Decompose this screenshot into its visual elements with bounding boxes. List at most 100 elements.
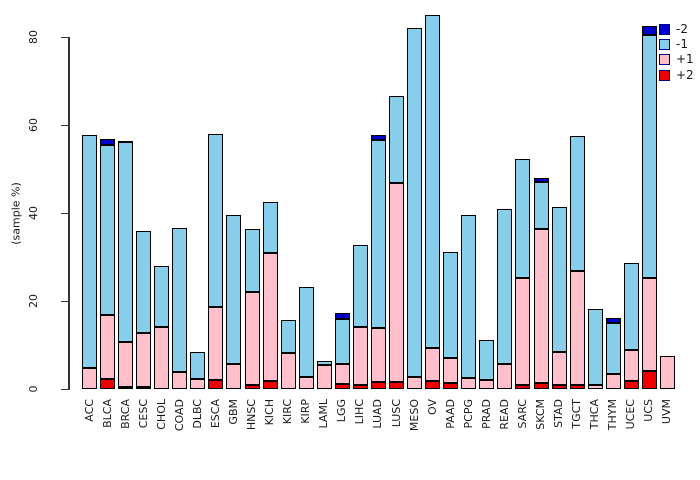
bar-segment-ACC-+1 — [82, 367, 97, 389]
bar-segment-STAD-+1 — [551, 352, 567, 386]
bar-segment-PRAD--1 — [479, 340, 495, 380]
bar-segment-CESC--1 — [136, 231, 152, 334]
x-label-ACC: ACC — [82, 399, 96, 422]
bar-segment-BRCA-+2 — [118, 386, 134, 389]
bar-segment-CHOL-+1 — [154, 326, 170, 389]
bar-segment-BRCA--1 — [118, 142, 134, 342]
bar-segment-PRAD-+1 — [479, 379, 495, 389]
x-label-PCPG: PCPG — [461, 399, 475, 429]
bar-segment-THYM-+1 — [605, 374, 621, 389]
bar-segment-HNSC-+2 — [244, 385, 260, 389]
bar-segment-LAML-+1 — [316, 365, 332, 389]
bar-segment-LGG-+1 — [334, 364, 350, 385]
bar-segment-PAAD-+1 — [443, 358, 459, 383]
bar-segment-LIHC-+1 — [352, 327, 368, 386]
bar-segment-BRCA-+1 — [118, 341, 134, 387]
y-tick — [61, 300, 69, 302]
bar-segment-SKCM-+1 — [533, 228, 549, 384]
bar-segment-LUSC-+2 — [389, 381, 405, 389]
x-label-BRCA: BRCA — [118, 399, 132, 429]
bar-segment-PCPG--1 — [461, 215, 477, 378]
legend-row-+2: +2 — [659, 67, 699, 83]
x-label-KICH: KICH — [263, 399, 277, 426]
bar-segment-OV-+1 — [425, 348, 441, 382]
bar-segment-GBM-+1 — [226, 363, 242, 389]
bar-segment-TGCT--1 — [569, 136, 585, 272]
bar-segment-PAAD--1 — [443, 252, 459, 359]
x-label-CESC: CESC — [136, 399, 150, 429]
x-label-PRAD: PRAD — [479, 399, 493, 429]
y-tick — [61, 388, 69, 390]
bar-segment-TGCT-+1 — [569, 271, 585, 385]
legend-row--2: -2 — [659, 22, 699, 37]
x-label-TGCT: TGCT — [570, 399, 584, 429]
y-tick-label: 80 — [27, 30, 40, 44]
bar-segment-KICH-+2 — [262, 381, 278, 389]
legend-label--2: -2 — [676, 22, 688, 36]
bar-segment-CESC-+1 — [136, 333, 152, 387]
legend-label-+1: +1 — [676, 52, 694, 67]
x-label-LIHC: LIHC — [353, 399, 367, 425]
x-label-READ: READ — [497, 399, 511, 430]
bar-segment-THYM--1 — [605, 323, 621, 375]
x-label-LAML: LAML — [317, 399, 331, 429]
bar-segment-LIHC--1 — [352, 245, 368, 328]
x-label-BLCA: BLCA — [100, 399, 114, 428]
bar-segment-KICH--1 — [262, 202, 278, 254]
bar-segment-LUSC--1 — [389, 95, 405, 184]
legend-row-+1: +1 — [659, 52, 699, 67]
bar-segment-LGG--1 — [334, 319, 350, 365]
bar-segment-UCS--2 — [641, 25, 657, 36]
bar-segment-BLCA-+1 — [100, 315, 116, 379]
bar-segment-UCS-+2 — [641, 370, 657, 389]
bar-segment-UCEC-+2 — [623, 381, 639, 389]
x-label-LUSC: LUSC — [389, 399, 403, 428]
bar-segment-BRCA--2 — [118, 140, 134, 143]
x-label-KIRP: KIRP — [299, 399, 313, 424]
x-label-PAAD: PAAD — [443, 399, 457, 429]
legend-swatch-+2 — [659, 69, 670, 81]
bar-segment-UCS--1 — [641, 35, 657, 278]
bar-segment-LUAD--2 — [370, 135, 386, 140]
y-tick-label: 0 — [27, 385, 40, 393]
bar-segment-KIRP--1 — [298, 286, 314, 377]
legend-row--1: -1 — [659, 38, 699, 52]
x-label-SARC: SARC — [515, 399, 529, 429]
x-label-GBM: GBM — [226, 399, 240, 425]
bar-segment-ESCA-+1 — [208, 307, 224, 381]
bar-segment-DLBC-+1 — [190, 378, 206, 389]
bar-segment-LUSC-+1 — [389, 183, 405, 382]
x-label-DLBC: DLBC — [190, 399, 204, 429]
x-label-COAD: COAD — [172, 399, 186, 432]
bar-segment-KICH-+1 — [262, 253, 278, 382]
x-label-THCA: THCA — [588, 399, 602, 430]
bar-segment-SARC-+1 — [515, 278, 531, 385]
bar-segment-ESCA--1 — [208, 134, 224, 308]
bar-segment-UVM-+1 — [659, 356, 675, 389]
x-label-CHOL: CHOL — [154, 399, 168, 430]
bar-segment-OV-+2 — [425, 381, 441, 389]
bar-segment-DLBC--1 — [190, 352, 206, 379]
legend-label-+2: +2 — [676, 67, 694, 82]
bar-segment-LGG-+2 — [334, 384, 350, 389]
bar-segment-PAAD-+2 — [443, 382, 459, 389]
x-label-SKCM: SKCM — [534, 399, 547, 430]
bar-segment-READ--1 — [497, 209, 513, 364]
x-label-LUAD: LUAD — [371, 399, 385, 429]
x-label-KIRC: KIRC — [281, 399, 295, 425]
x-label-MESO: MESO — [407, 399, 421, 432]
y-tick-label: 20 — [27, 294, 40, 308]
bar-segment-MESO--1 — [407, 28, 423, 378]
bar-segment-COAD-+1 — [172, 371, 188, 389]
bar-segment-HNSC-+1 — [244, 292, 260, 386]
y-tick-label: 60 — [27, 118, 40, 132]
bar-segment-UCEC--1 — [623, 263, 639, 350]
bar-segment-LIHC-+2 — [352, 385, 368, 389]
bar-segment-HNSC--1 — [244, 229, 260, 293]
bar-segment-LUAD-+1 — [370, 327, 386, 382]
bar-segment-READ-+1 — [497, 363, 513, 389]
bar-segment-KIRC--1 — [280, 319, 296, 353]
x-label-UVM: UVM — [660, 399, 674, 425]
bar-segment-TGCT-+2 — [569, 384, 585, 389]
